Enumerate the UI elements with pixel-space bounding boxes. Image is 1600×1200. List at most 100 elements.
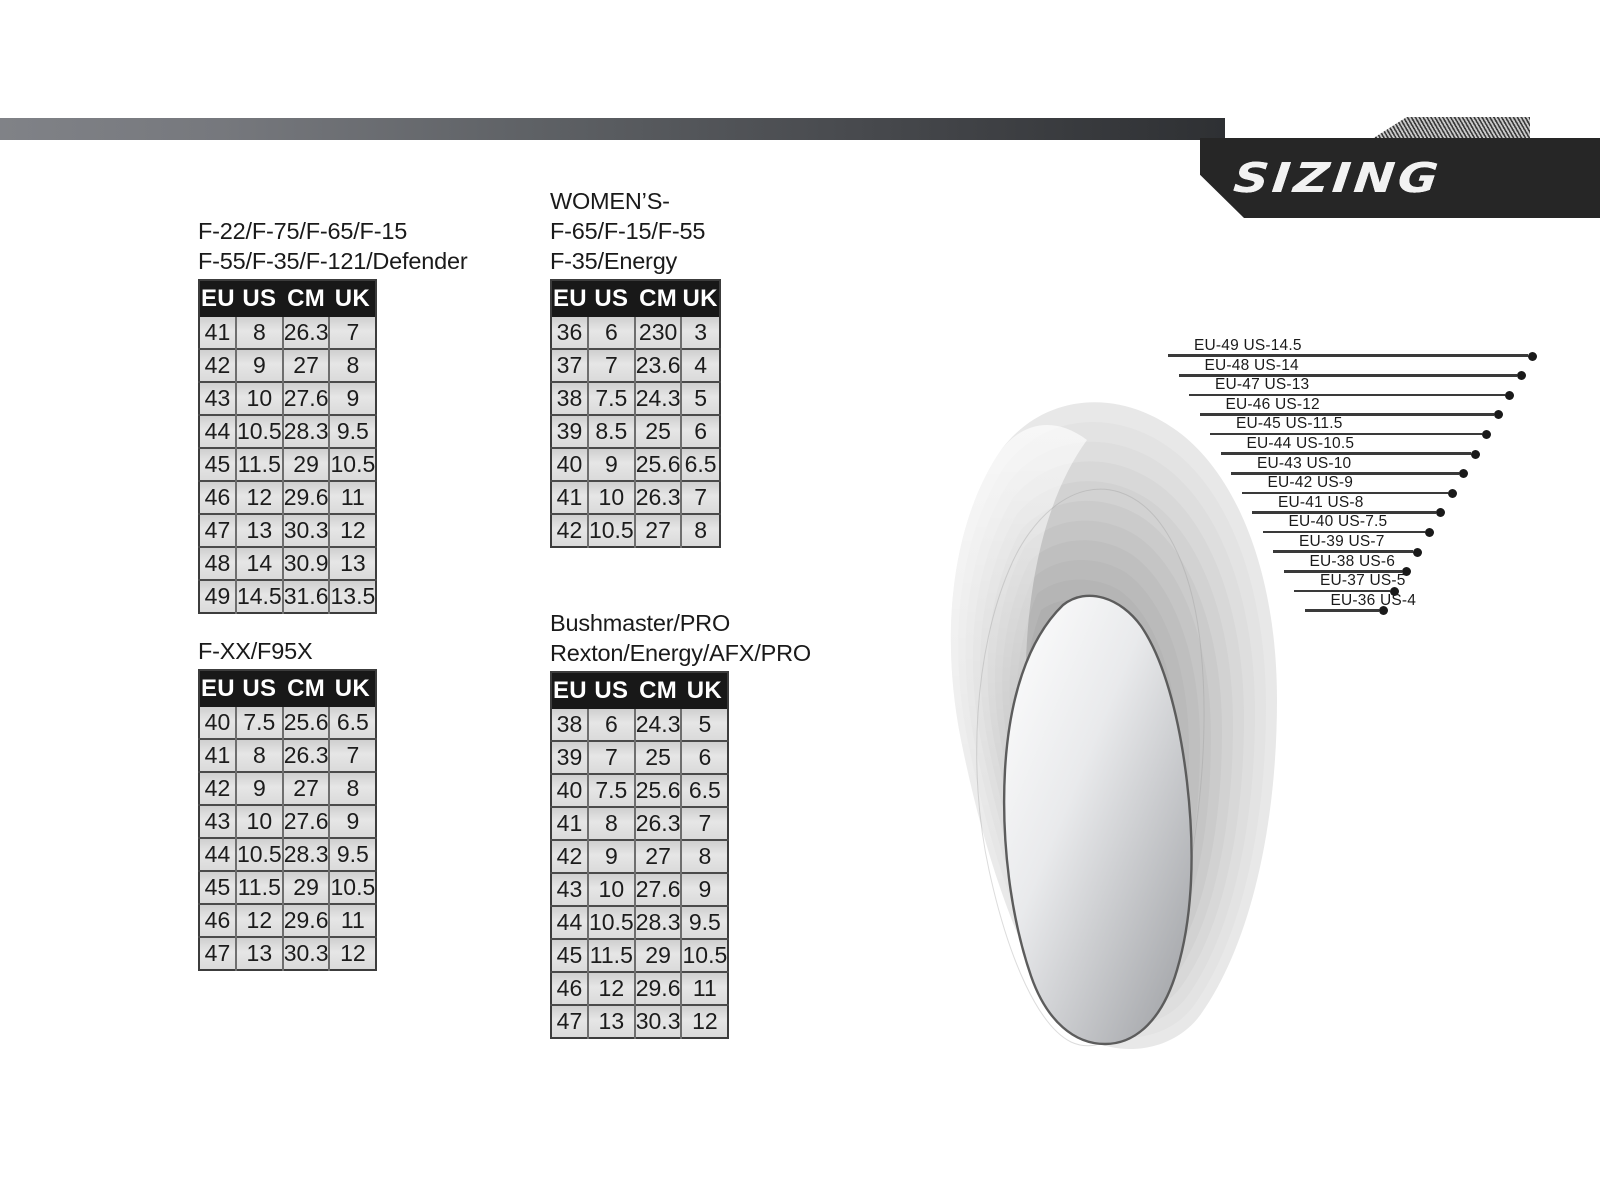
column-header-cm: CM xyxy=(282,280,330,317)
table-cell-us: 12 xyxy=(235,903,284,937)
table-cell-uk: 11 xyxy=(329,480,377,514)
table-cell-cm: 27 xyxy=(634,839,683,873)
insole-callout-label: EU-37 US-5 xyxy=(1320,572,1406,590)
table-cell-us: 13 xyxy=(235,513,284,547)
insole-callout-dot xyxy=(1436,508,1445,518)
insole-callout-leader-line xyxy=(1199,413,1494,416)
insole-callout-row: EU-40 US-7.5 xyxy=(1130,513,1550,537)
table-header-row: EU US CM UK xyxy=(551,672,729,709)
table-cell-eu: 43 xyxy=(199,804,237,838)
table-cell-cm: 25.6 xyxy=(282,707,331,739)
insole-callout-dot xyxy=(1459,469,1468,479)
table-cell-cm: 24.3 xyxy=(634,381,683,415)
table-cell-uk: 12 xyxy=(329,513,377,547)
table-row: 49 14.5 31.6 13.5 xyxy=(199,579,377,613)
table-cell-us: 8 xyxy=(587,806,636,840)
insole-callout-row: EU-48 US-14 xyxy=(1130,356,1550,381)
insole-callout-leader-line xyxy=(1273,550,1413,553)
table-cell-uk: 5 xyxy=(681,381,720,415)
table-cell-uk: 8 xyxy=(329,771,377,805)
table-body: 36 6 230 3 37 7 23.6 4 38 7.5 24.3 5 39 8.5 25 6 40 9 25.6… xyxy=(551,317,720,547)
insole-callout-leader-line xyxy=(1262,530,1425,534)
table-row: 43 10 27.6 9 xyxy=(551,872,729,906)
insole-callout-label: EU-39 US-7 xyxy=(1299,533,1385,550)
table-cell-eu: 45 xyxy=(199,870,237,904)
insole-callout-dot xyxy=(1528,351,1537,361)
table-cell-us: 6 xyxy=(587,317,636,349)
table-cell-uk: 4 xyxy=(681,348,720,382)
table-row: 41 8 26.3 7 xyxy=(199,738,377,772)
table-row: 44 10.5 28.3 9.5 xyxy=(551,905,729,939)
column-header-eu: EU xyxy=(199,280,236,317)
table-cell-us: 10 xyxy=(235,381,284,415)
table-cell-uk: 7 xyxy=(329,317,377,349)
table-cell-us: 10.5 xyxy=(235,837,284,871)
insole-layer-highlight xyxy=(950,425,1087,930)
insole-callout-leader-line xyxy=(1304,609,1379,612)
column-header-uk: UK xyxy=(329,670,377,707)
table-cell-cm: 230 xyxy=(634,317,683,349)
insole-callout-leader-line xyxy=(1178,374,1517,377)
insole-callout-dot xyxy=(1482,429,1491,439)
table-cell-eu: 48 xyxy=(199,546,237,580)
column-header-us: US xyxy=(587,280,635,317)
table-caption: F-XX/F95X xyxy=(198,638,313,664)
insole-callout-row: EU-47 US-13 xyxy=(1130,376,1550,400)
table-cell-eu: 41 xyxy=(199,317,237,349)
table-caption: F-22/F-75/F-65/F-15 F-55/F-35/F-121/Defe… xyxy=(198,218,468,274)
table-cell-eu: 42 xyxy=(199,348,237,382)
insole-callout-leader-line xyxy=(1220,452,1471,455)
table-row: 42 9 27 8 xyxy=(551,839,729,873)
table-row: 46 12 29.6 11 xyxy=(551,971,729,1005)
insole-callout-leader-line xyxy=(1231,472,1459,475)
table-cell-uk: 7 xyxy=(681,480,720,514)
insole-callout-row: EU-42 US-9 xyxy=(1130,474,1550,498)
table-row: 46 12 29.6 11 xyxy=(199,480,377,514)
table-head: EU US CM UK xyxy=(199,670,377,707)
table-cell-uk: 9 xyxy=(329,804,377,838)
insole-callout-dot xyxy=(1424,527,1434,537)
table-row: 39 7 25 6 xyxy=(551,740,729,774)
table-cell-cm: 29 xyxy=(282,870,331,904)
insole-callout-leader-line xyxy=(1294,589,1390,593)
insole-callout-dot xyxy=(1470,449,1480,459)
table-cell-eu: 39 xyxy=(551,414,589,448)
table-cell-eu: 42 xyxy=(551,839,589,873)
table-cell-cm: 27 xyxy=(282,348,331,382)
banner-hatch-accent xyxy=(1372,117,1530,139)
column-header-eu: EU xyxy=(551,672,588,709)
insole-callout-dot xyxy=(1401,567,1411,577)
table-cell-cm: 26.3 xyxy=(634,480,683,514)
insole-callout-label: EU-48 US-14 xyxy=(1204,356,1299,374)
insole-callout-label: EU-45 US-11.5 xyxy=(1236,415,1343,433)
table-cell-uk: 12 xyxy=(329,936,377,970)
table-body: 40 7.5 25.6 6.5 41 8 26.3 7 42 9 27 8 43 10 27.6 9 44 10.… xyxy=(199,707,377,970)
table-cell-uk: 13.5 xyxy=(329,579,377,613)
table-cell-eu: 39 xyxy=(551,740,589,774)
table-cell-us: 7.5 xyxy=(587,773,636,807)
insole-callout-row: EU-49 US-14.5 xyxy=(1130,337,1550,361)
size-table-block-bushmaster-rexton: Bushmaster/PRO Rexton/Energy/AFX/PRO EU … xyxy=(550,608,860,1039)
table-cell-us: 9 xyxy=(235,348,284,382)
table-cell-uk: 6.5 xyxy=(681,447,720,481)
table-cell-eu: 41 xyxy=(551,806,589,840)
table-cell-us: 10 xyxy=(235,804,284,838)
size-table-block-womens: WOMEN’S- F-65/F-15/F-55 F-35/Energy EU U… xyxy=(550,186,860,548)
insole-callout-dot xyxy=(1516,371,1526,381)
table-cell-us: 9 xyxy=(235,771,284,805)
table-cell-eu: 44 xyxy=(551,905,589,939)
insole-size-callouts: EU-49 US-14.5 EU-48 US-14 EU-47 US-13 EU-46… xyxy=(1130,337,1550,630)
size-table-block-fxx-f95x: F-XX/F95X EU US CM UK 40 7.5 25.6 6.5 41 8 26.… xyxy=(198,636,508,971)
table-cell-eu: 44 xyxy=(199,414,237,448)
size-table-block-mens-primary: F-22/F-75/F-65/F-15 F-55/F-35/F-121/Defe… xyxy=(198,216,512,614)
table-row: 41 10 26.3 7 xyxy=(551,480,720,514)
table-cell-cm: 26.3 xyxy=(282,317,331,349)
table-cell-uk: 9.5 xyxy=(329,837,377,871)
table-cell-us: 7.5 xyxy=(235,707,284,739)
table-row: 41 8 26.3 7 xyxy=(199,317,377,349)
insole-callout-row: EU-46 US-12 xyxy=(1130,396,1550,420)
table-cell-cm: 29 xyxy=(634,938,683,972)
table-cell-uk: 6.5 xyxy=(329,707,377,739)
table-cell-cm: 31.6 xyxy=(282,579,331,613)
insole-callout-label: EU-41 US-8 xyxy=(1278,493,1364,511)
